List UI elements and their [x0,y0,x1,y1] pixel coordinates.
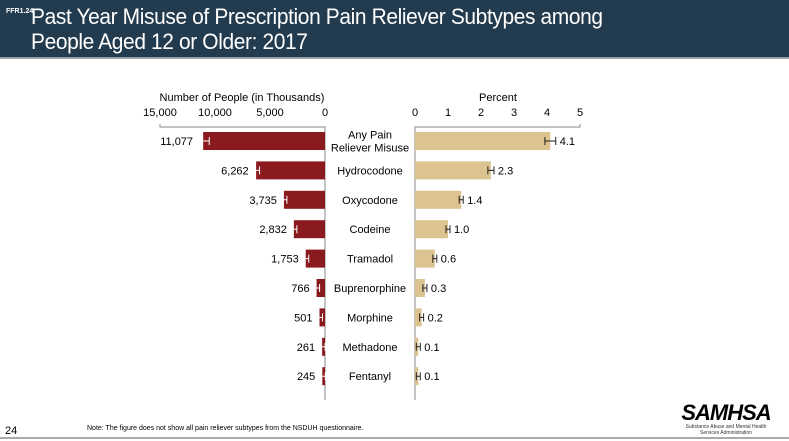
right-bar [415,190,462,209]
left-error-bar [313,284,321,292]
left-tick-label: 10,000 [198,107,232,119]
category-label: Codeine [350,224,391,236]
left-tick-label: 15,000 [143,107,177,119]
category-label: Tramadol [347,254,393,266]
category-label: Fentanyl [349,371,391,383]
right-error-bar [445,225,451,234]
right-bar [415,132,551,150]
right-data-label: 1.4 [467,195,482,207]
left-error-bar [315,313,323,322]
right-error-bar [415,372,421,381]
left-error-bar [302,254,310,263]
right-error-bar [422,284,428,292]
left-bar [203,132,325,150]
category-label: Hydrocodone [337,165,402,177]
right-error-bar [415,342,421,351]
right-tick-label: 5 [577,107,583,119]
right-error-bar [458,195,464,204]
left-error-bar [196,137,210,145]
left-data-label: 11,077 [160,136,193,148]
right-bar [415,220,448,239]
logo-text: SAMHSA [681,400,771,425]
left-data-label: 501 [294,312,312,324]
left-data-label: 261 [297,342,315,354]
left-error-bar [318,342,326,351]
left-data-label: 6,262 [221,165,249,177]
left-axis-title: Number of People (in Thousands) [160,92,325,104]
left-bar [256,161,325,180]
right-tick-label: 1 [445,107,451,119]
left-bar [293,220,325,239]
left-data-label: 766 [291,283,309,295]
category-label: Buprenorphine [334,283,406,295]
slide-title: Past Year Misuse of Prescription Pain Re… [31,4,603,54]
right-data-label: 0.6 [441,254,456,266]
left-data-label: 245 [297,371,315,383]
header-bar: FFR1.24 Past Year Misuse of Prescription… [0,0,789,59]
right-data-label: 0.2 [428,312,443,324]
right-data-label: 2.3 [498,165,513,177]
category-label: Morphine [347,312,393,324]
left-data-label: 1,753 [271,254,299,266]
right-bar [415,279,425,297]
right-tick-label: 2 [478,107,484,119]
right-data-label: 0.3 [431,283,446,295]
right-data-label: 0.1 [424,342,439,354]
left-bar [316,279,325,297]
category-label: Oxycodone [342,195,398,207]
right-axis-title: Percent [479,92,517,104]
right-data-label: 4.1 [560,136,575,148]
samhsa-logo: SAMHSA Substance Abuse and Mental Health… [676,400,776,437]
left-bar [283,190,325,209]
left-error-bar [318,372,326,381]
right-error-bar [419,313,425,322]
right-tick-label: 0 [412,107,418,119]
left-bar [305,249,325,268]
right-data-label: 0.1 [424,371,439,383]
category-label: Reliever Misuse [331,143,409,155]
right-error-bar [544,137,557,145]
right-bar [415,161,491,180]
footnote: Note: The figure does not show all pain … [87,425,364,432]
left-error-bar [252,166,261,175]
left-error-bar [280,195,288,204]
left-tick-label: 0 [322,107,328,119]
right-bar [415,308,422,327]
right-data-label: 1.0 [454,224,469,236]
left-data-label: 2,832 [259,224,287,236]
right-bar [415,249,435,268]
left-data-label: 3,735 [249,195,277,207]
title-line-2: People Aged 12 or Older: 2017 [31,29,308,54]
footer-rule [0,437,789,439]
category-label: Any Pain [348,130,392,142]
logo-subtitle-1: Substance Abuse and Mental Health [685,424,767,430]
right-error-bar [487,166,495,175]
left-error-bar [290,225,298,234]
category-label: Methadone [342,342,397,354]
right-error-bar [432,254,438,263]
page-number: 24 [5,425,18,437]
slide-code: FFR1.24 [6,8,34,15]
right-tick-label: 3 [511,107,517,119]
title-line-1: Past Year Misuse of Prescription Pain Re… [31,4,603,29]
logo-subtitle-2: Services Administration [700,430,752,436]
right-tick-label: 4 [544,107,550,119]
left-tick-label: 5,000 [256,107,284,119]
